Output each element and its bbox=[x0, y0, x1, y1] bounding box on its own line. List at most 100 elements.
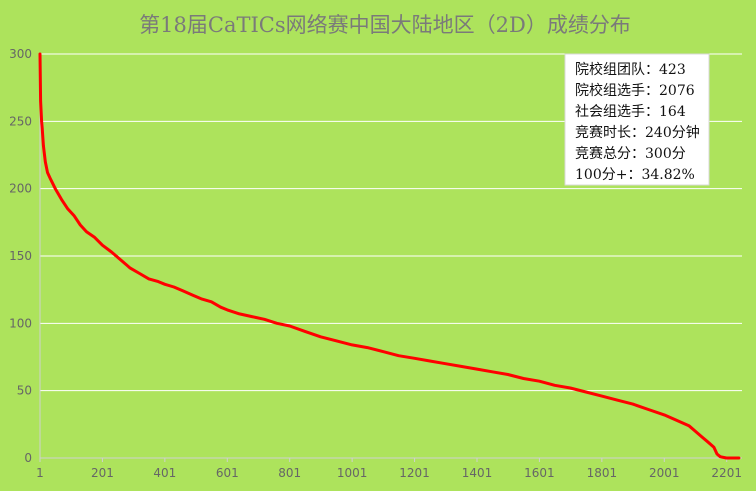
info-line-duration: 竞赛时长：240分钟 bbox=[575, 124, 700, 141]
data-point bbox=[444, 362, 447, 365]
data-point bbox=[42, 144, 45, 147]
data-point bbox=[476, 368, 478, 370]
data-point bbox=[507, 373, 509, 376]
data-point bbox=[39, 53, 41, 55]
data-point bbox=[129, 267, 132, 269]
data-point bbox=[182, 290, 185, 292]
info-box-background bbox=[564, 53, 710, 186]
x-tick-label: 2001 bbox=[649, 466, 680, 480]
data-point bbox=[738, 457, 740, 459]
data-point bbox=[79, 224, 82, 226]
y-tick-label: 200 bbox=[9, 182, 32, 196]
data-point bbox=[238, 313, 241, 315]
y-tick-label: 0 bbox=[24, 451, 32, 465]
data-point bbox=[538, 380, 541, 383]
data-point bbox=[616, 399, 618, 401]
data-point bbox=[191, 294, 194, 296]
data-point bbox=[251, 315, 253, 318]
grid-lines bbox=[40, 53, 742, 392]
data-point bbox=[725, 457, 728, 459]
data-point bbox=[138, 272, 141, 275]
chart-title: 第18届CaTICs网络赛中国大陆地区（2D）成绩分布 bbox=[139, 13, 631, 37]
info-box: 院校组团队：423 院校组选手：2076 社会组选手：164 竞赛时长：240分… bbox=[564, 53, 710, 186]
data-point bbox=[688, 424, 690, 427]
info-line-school-players: 院校组选手：2076 bbox=[575, 82, 695, 99]
info-line-total-score: 竞赛总分：300分 bbox=[575, 145, 686, 162]
data-point bbox=[675, 419, 678, 422]
data-point bbox=[173, 286, 175, 288]
data-point bbox=[522, 377, 525, 380]
data-point bbox=[731, 457, 734, 459]
y-tick-label: 100 bbox=[9, 316, 32, 330]
data-point bbox=[210, 300, 213, 303]
x-tick-label: 1201 bbox=[399, 466, 430, 480]
data-point bbox=[319, 336, 322, 338]
data-point bbox=[585, 391, 587, 393]
data-point bbox=[120, 259, 122, 261]
y-tick-label: 150 bbox=[9, 249, 32, 263]
x-tick-label: 801 bbox=[278, 466, 301, 480]
data-point bbox=[719, 455, 721, 458]
data-point bbox=[44, 160, 47, 163]
y-tick-label: 300 bbox=[9, 47, 32, 61]
data-point bbox=[276, 322, 278, 325]
data-point bbox=[351, 344, 353, 346]
data-point bbox=[460, 365, 462, 368]
data-point bbox=[706, 441, 709, 443]
data-point bbox=[201, 298, 203, 300]
data-point bbox=[110, 251, 113, 253]
y-tick-label: 250 bbox=[9, 114, 32, 128]
info-line-teams: 院校组团队：423 bbox=[575, 61, 686, 78]
score-series-line bbox=[38, 52, 741, 460]
data-point bbox=[49, 178, 52, 181]
data-point bbox=[413, 357, 416, 360]
data-point bbox=[157, 280, 160, 283]
x-tick-label: 601 bbox=[216, 466, 239, 480]
data-point bbox=[491, 371, 494, 373]
data-point bbox=[40, 120, 43, 123]
data-point bbox=[60, 198, 63, 201]
data-point bbox=[569, 387, 572, 389]
data-point bbox=[553, 384, 556, 387]
data-point bbox=[429, 360, 431, 362]
data-point bbox=[366, 346, 369, 349]
x-tick-label: 2201 bbox=[711, 466, 742, 480]
data-point bbox=[263, 318, 266, 321]
data-point bbox=[226, 309, 229, 311]
data-point bbox=[397, 354, 400, 357]
data-point bbox=[54, 187, 57, 190]
data-point bbox=[288, 325, 291, 327]
data-point bbox=[631, 403, 634, 405]
info-line-social-players: 社会组选手：164 bbox=[575, 104, 686, 120]
x-tick-label: 201 bbox=[91, 466, 114, 480]
data-point bbox=[73, 214, 75, 217]
data-point bbox=[41, 127, 43, 129]
data-point bbox=[304, 330, 306, 333]
data-point bbox=[713, 446, 715, 449]
data-point bbox=[148, 278, 150, 280]
info-line-over-100: 100分+：34.82% bbox=[575, 167, 695, 183]
data-point bbox=[101, 244, 104, 247]
x-tick-label: 1 bbox=[36, 466, 44, 480]
x-tick-label: 401 bbox=[153, 466, 176, 480]
data-point bbox=[93, 236, 96, 238]
axes bbox=[39, 54, 742, 462]
x-tick-label: 1401 bbox=[462, 466, 493, 480]
data-point bbox=[85, 230, 88, 233]
data-point bbox=[164, 283, 166, 286]
y-tick-label: 50 bbox=[17, 384, 32, 398]
data-point bbox=[601, 395, 603, 397]
data-point bbox=[219, 306, 222, 308]
data-point bbox=[66, 208, 69, 210]
x-tick-label: 1601 bbox=[524, 466, 555, 480]
data-point bbox=[716, 453, 718, 455]
data-point bbox=[39, 100, 42, 102]
data-point bbox=[647, 408, 650, 411]
data-point bbox=[382, 350, 384, 353]
data-point bbox=[335, 340, 338, 342]
series-layer bbox=[38, 52, 741, 460]
data-point bbox=[46, 171, 49, 174]
